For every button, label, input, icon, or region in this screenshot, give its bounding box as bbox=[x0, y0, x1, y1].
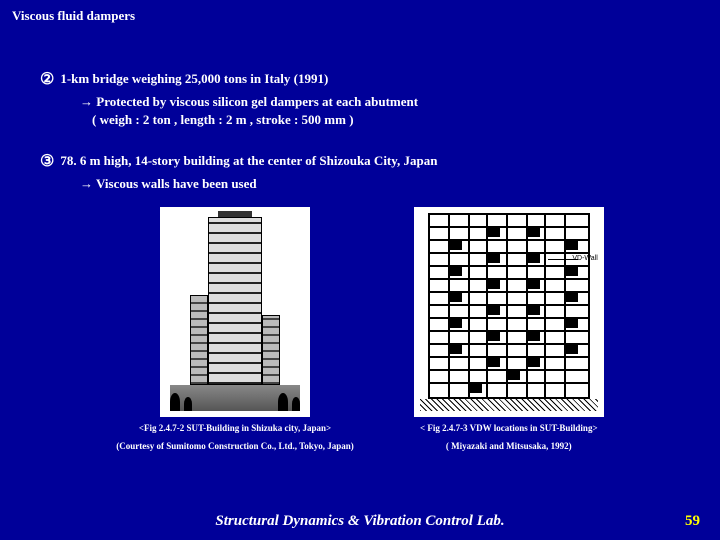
item-3: ③ 78. 6 m high, 14-story building at the… bbox=[40, 152, 680, 193]
item-2-line1: 1-km bridge weighing 25,000 tons in Ital… bbox=[60, 70, 328, 88]
structural-diagram: VD-Wall bbox=[414, 207, 604, 417]
page-number: 59 bbox=[685, 513, 700, 530]
building-photo bbox=[160, 207, 310, 417]
slide-title: Viscous fluid dampers bbox=[12, 8, 135, 24]
caption-right-2: ( Miyazaki and Mitsusaka, 1992) bbox=[446, 441, 572, 453]
content-area: ② 1-km bridge weighing 25,000 tons in It… bbox=[40, 70, 680, 452]
caption-left-2: (Courtesy of Sumitomo Construction Co., … bbox=[116, 441, 354, 453]
caption-right-1: < Fig 2.4.7-3 VDW locations in SUT-Build… bbox=[420, 423, 598, 435]
figures-row: <Fig 2.4.7-2 SUT-Building in Shizuka cit… bbox=[40, 207, 680, 452]
bullet-2: ② bbox=[40, 70, 54, 89]
item-2-line3: ( weigh : 2 ton , length : 2 m , stroke … bbox=[92, 111, 680, 129]
footer-lab: Structural Dynamics & Vibration Control … bbox=[0, 513, 720, 530]
item-2-line2: → Protected by viscous silicon gel dampe… bbox=[80, 93, 680, 111]
bullet-3: ③ bbox=[40, 152, 54, 171]
item-3-line1: 78. 6 m high, 14-story building at the c… bbox=[60, 152, 437, 170]
figure-right: VD-Wall < Fig 2.4.7-3 VDW locations in S… bbox=[414, 207, 604, 452]
caption-left-1: <Fig 2.4.7-2 SUT-Building in Shizuka cit… bbox=[139, 423, 331, 435]
item-3-line2: → Viscous walls have been used bbox=[80, 175, 680, 193]
item-2: ② 1-km bridge weighing 25,000 tons in It… bbox=[40, 70, 680, 89]
figure-left: <Fig 2.4.7-2 SUT-Building in Shizuka cit… bbox=[116, 207, 354, 452]
